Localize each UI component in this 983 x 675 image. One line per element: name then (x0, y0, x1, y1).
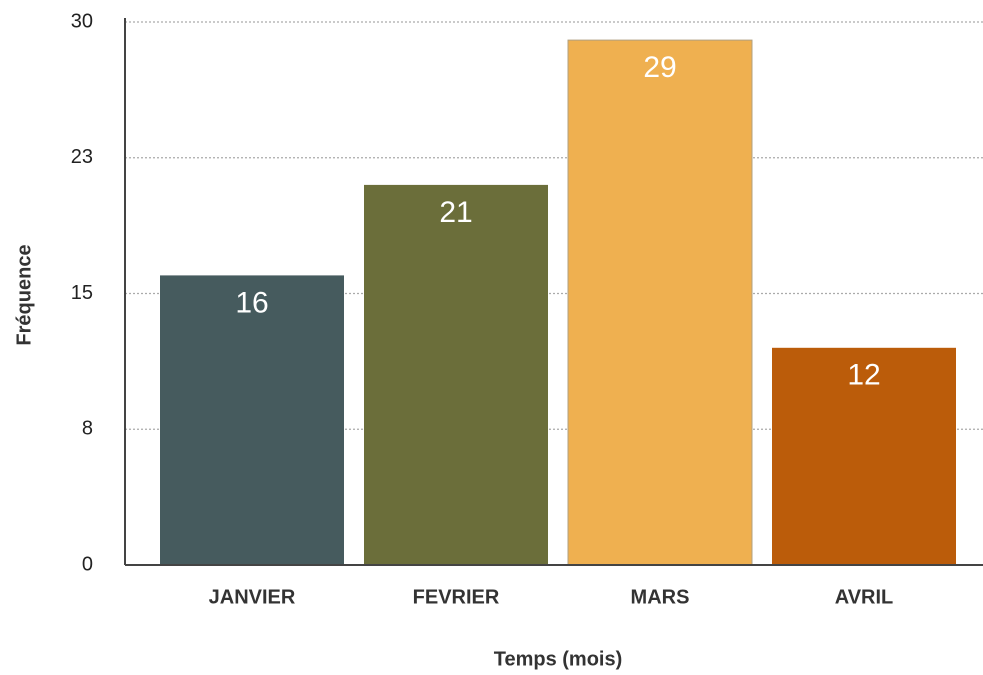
x-tick-label: FEVRIER (413, 586, 500, 608)
y-tick-label: 23 (71, 146, 93, 168)
value-label: 12 (847, 359, 880, 392)
value-label: 21 (439, 196, 472, 229)
x-tick-label: JANVIER (209, 586, 296, 608)
bar (772, 347, 956, 565)
y-tick-label: 30 (71, 10, 93, 32)
y-tick-label: 0 (82, 553, 93, 575)
x-tick-label: MARS (631, 586, 690, 608)
bar (567, 39, 753, 566)
bar (160, 275, 344, 565)
bar (364, 184, 548, 565)
x-tick-label: AVRIL (835, 586, 894, 608)
y-axis-label: Fréquence (13, 244, 35, 345)
value-label: 16 (235, 286, 268, 319)
y-tick-label: 8 (82, 418, 93, 440)
x-axis-label: Temps (mois) (494, 648, 623, 670)
value-label: 29 (643, 51, 676, 84)
y-tick-label: 15 (71, 282, 93, 304)
